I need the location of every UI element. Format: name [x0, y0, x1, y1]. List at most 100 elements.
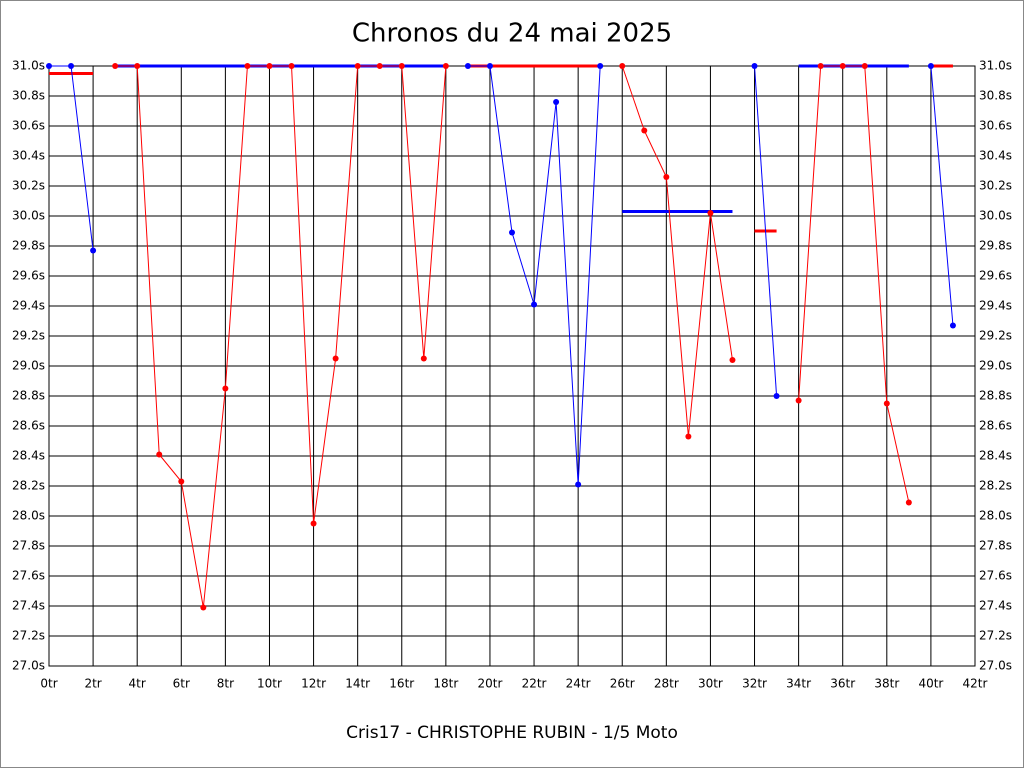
y-tick-label: 27.6s	[12, 569, 45, 583]
data-point	[663, 174, 670, 180]
x-tick-label: 6tr	[173, 677, 190, 691]
y2-tick-label: 27.2s	[979, 629, 1012, 643]
x-tick-label: 28tr	[654, 677, 679, 691]
y-tick-label: 30.2s	[12, 179, 45, 193]
data-point	[178, 478, 185, 485]
y-tick-label: 27.8s	[12, 539, 45, 553]
y-tick-label: 30.6s	[12, 119, 45, 133]
y-tick-label: 28.4s	[12, 449, 45, 463]
x-tick-label: 18tr	[433, 677, 458, 691]
x-tick-label: 14tr	[345, 677, 370, 691]
y2-tick-label: 30.6s	[979, 119, 1012, 133]
x-tick-label: 40tr	[918, 677, 943, 691]
y-tick-label: 28.2s	[12, 479, 45, 493]
data-point	[685, 433, 692, 440]
y-tick-label: 27.2s	[12, 629, 45, 643]
series-line	[754, 65, 778, 397]
x-tick-label: 26tr	[610, 677, 635, 691]
y2-tick-label: 28.8s	[979, 389, 1012, 403]
data-point	[156, 451, 163, 458]
y2-tick-label: 29.0s	[979, 359, 1012, 373]
x-tick-label: 30tr	[698, 677, 723, 691]
y2-tick-label: 31.0s	[979, 59, 1012, 73]
x-tick-label: 16tr	[389, 677, 414, 691]
data-point	[310, 520, 317, 527]
x-tick-label: 36tr	[830, 677, 855, 691]
data-point	[641, 127, 648, 134]
x-tick-label: 0tr	[40, 677, 57, 691]
data-point	[509, 229, 515, 236]
data-point	[288, 63, 295, 69]
data-point	[839, 63, 846, 69]
data-point	[222, 385, 229, 392]
data-point	[795, 397, 802, 404]
data-point	[46, 63, 52, 69]
data-point	[200, 604, 207, 611]
x-tick-label: 42tr	[963, 677, 988, 691]
data-point	[883, 400, 890, 407]
data-point	[773, 393, 780, 399]
y-tick-label: 28.6s	[12, 419, 45, 433]
y2-tick-label: 27.8s	[979, 539, 1012, 553]
data-point	[817, 63, 824, 69]
data-point	[927, 63, 934, 69]
data-point	[376, 63, 383, 69]
y2-tick-label: 27.4s	[979, 599, 1012, 613]
y-tick-label: 27.0s	[12, 659, 45, 673]
data-point	[486, 63, 493, 69]
data-point	[861, 63, 868, 69]
x-tick-label: 38tr	[874, 677, 899, 691]
y-tick-label: 29.2s	[12, 329, 45, 343]
x-tick-label: 12tr	[301, 677, 326, 691]
x-tick-label: 20tr	[477, 677, 502, 691]
y2-tick-label: 28.4s	[979, 449, 1012, 463]
data-point	[531, 301, 538, 308]
data-point	[398, 63, 405, 69]
data-point	[90, 247, 97, 254]
y-tick-label: 30.8s	[12, 89, 45, 103]
data-point	[68, 63, 75, 69]
series-line	[115, 65, 447, 608]
data-point	[134, 63, 141, 69]
x-tick-label: 2tr	[84, 677, 101, 691]
x-tick-label: 10tr	[257, 677, 282, 691]
y2-tick-label: 29.8s	[979, 239, 1012, 253]
data-point	[905, 499, 912, 506]
series-line	[621, 65, 733, 437]
x-tick-label: 22tr	[522, 677, 547, 691]
y-tick-label: 28.8s	[12, 389, 45, 403]
data-point	[751, 63, 758, 69]
data-point	[707, 210, 714, 216]
data-point	[112, 63, 119, 69]
data-point	[729, 357, 736, 363]
chart-title: Chronos du 24 mai 2025	[352, 19, 672, 49]
y-tick-label: 30.4s	[12, 149, 45, 163]
series-line	[930, 65, 954, 326]
y2-tick-label: 27.0s	[979, 659, 1012, 673]
x-tick-label: 4tr	[129, 677, 146, 691]
data-point	[619, 63, 626, 69]
data-point	[332, 355, 339, 362]
y2-tick-label: 30.0s	[979, 209, 1012, 223]
y2-tick-label: 30.2s	[979, 179, 1012, 193]
y-tick-label: 30.0s	[12, 209, 45, 223]
y2-tick-label: 29.4s	[979, 299, 1012, 313]
data-point	[442, 63, 449, 69]
data-point	[420, 355, 427, 362]
y-tick-label: 29.6s	[12, 269, 45, 283]
x-tick-label: 34tr	[786, 677, 811, 691]
data-point	[949, 322, 956, 329]
y-tick-label: 31.0s	[12, 59, 45, 73]
y2-tick-label: 28.2s	[979, 479, 1012, 493]
y-tick-label: 29.4s	[12, 299, 45, 313]
y2-tick-label: 27.6s	[979, 569, 1012, 583]
y-tick-label: 27.4s	[12, 599, 45, 613]
y2-tick-label: 28.6s	[979, 419, 1012, 433]
data-point	[266, 63, 273, 69]
x-tick-label: 24tr	[566, 677, 591, 691]
x-tick-label: 32tr	[742, 677, 767, 691]
data-point	[553, 99, 560, 105]
series-line	[798, 65, 910, 503]
